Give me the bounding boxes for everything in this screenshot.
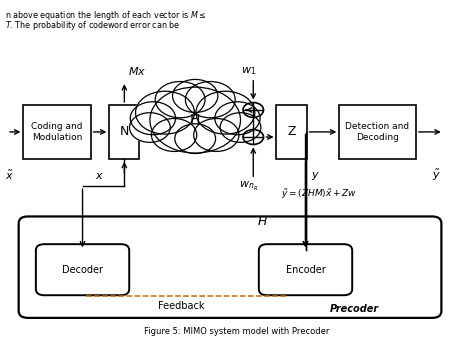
Text: $w_{n_R}$: $w_{n_R}$ <box>239 179 258 193</box>
Circle shape <box>130 102 175 135</box>
Bar <box>339 105 416 159</box>
Circle shape <box>129 113 170 142</box>
Text: n above equation the length of each vector is $M \leq$: n above equation the length of each vect… <box>5 9 206 21</box>
Circle shape <box>136 91 194 134</box>
Circle shape <box>196 91 255 134</box>
Text: Feedback: Feedback <box>158 301 204 311</box>
Circle shape <box>175 124 216 154</box>
Text: $\tilde{y}$: $\tilde{y}$ <box>432 168 441 184</box>
Text: $H$: $H$ <box>257 215 268 228</box>
Bar <box>23 105 91 159</box>
Text: Coding and
Modulation: Coding and Modulation <box>31 122 83 142</box>
Text: Precoder: Precoder <box>330 304 379 314</box>
FancyBboxPatch shape <box>259 244 352 295</box>
Text: Figure 5: MIMO system model with Precoder: Figure 5: MIMO system model with Precode… <box>144 327 330 336</box>
Text: Decoder: Decoder <box>62 265 103 275</box>
Text: Detection and
Decoding: Detection and Decoding <box>346 122 410 142</box>
Text: $T$. The probability of codeword error can be: $T$. The probability of codeword error c… <box>5 19 180 32</box>
Circle shape <box>173 79 218 112</box>
Circle shape <box>155 81 205 118</box>
FancyBboxPatch shape <box>18 216 441 318</box>
Text: $w_1$: $w_1$ <box>241 65 256 77</box>
Bar <box>109 105 139 159</box>
Bar <box>276 105 307 159</box>
Text: $y$: $y$ <box>311 170 320 182</box>
Text: H: H <box>190 113 201 127</box>
Circle shape <box>185 81 235 118</box>
Text: $x$: $x$ <box>95 171 104 181</box>
Text: Z: Z <box>287 126 296 138</box>
Text: Encoder: Encoder <box>286 265 325 275</box>
Circle shape <box>150 87 240 153</box>
Circle shape <box>194 118 239 151</box>
Circle shape <box>215 102 260 135</box>
Text: $\tilde{x}$: $\tilde{x}$ <box>5 169 14 183</box>
Circle shape <box>220 113 261 142</box>
FancyBboxPatch shape <box>36 244 129 295</box>
Text: $\tilde{y} = (ZHM)\tilde{x} + Zw$: $\tilde{y} = (ZHM)\tilde{x} + Zw$ <box>281 188 357 201</box>
Text: $Mx$: $Mx$ <box>128 65 146 77</box>
Text: N: N <box>119 126 129 138</box>
Circle shape <box>151 118 197 151</box>
